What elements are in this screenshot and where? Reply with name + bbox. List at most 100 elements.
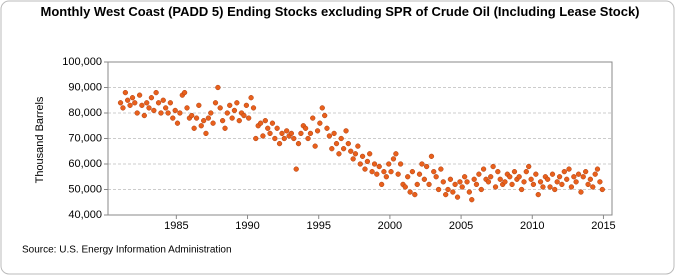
point <box>262 118 268 124</box>
point <box>388 169 394 175</box>
point <box>445 186 451 193</box>
point <box>345 140 351 147</box>
point <box>298 130 304 137</box>
point <box>222 125 228 131</box>
point <box>518 186 525 193</box>
point <box>134 110 140 116</box>
point <box>492 184 499 190</box>
point <box>291 135 297 142</box>
point <box>148 95 155 101</box>
point <box>412 191 418 198</box>
point <box>217 105 223 111</box>
point <box>172 107 178 114</box>
point <box>535 191 541 198</box>
point <box>540 184 546 190</box>
point <box>590 184 596 190</box>
point <box>369 169 375 175</box>
point <box>488 174 494 180</box>
point <box>578 189 584 195</box>
point <box>196 102 202 108</box>
point <box>547 184 553 190</box>
point <box>165 110 171 116</box>
point <box>359 153 366 160</box>
point <box>376 163 382 170</box>
y-tick-label: 80,000 <box>68 107 102 119</box>
point <box>511 169 518 175</box>
point <box>457 179 463 185</box>
point <box>284 128 290 134</box>
point <box>583 169 589 175</box>
point <box>210 120 216 126</box>
point <box>452 181 458 188</box>
point <box>440 179 446 185</box>
point <box>274 125 280 131</box>
point <box>265 125 271 131</box>
point <box>397 161 404 167</box>
source: Source: U.S. Energy Information Administ… <box>22 245 232 256</box>
point <box>431 169 437 175</box>
point <box>146 105 152 111</box>
point <box>269 120 276 126</box>
point <box>260 133 266 139</box>
point <box>433 174 439 180</box>
point <box>352 151 359 157</box>
point <box>575 171 582 177</box>
point <box>559 181 565 188</box>
y-tick-label: 70,000 <box>68 132 102 144</box>
point <box>267 130 273 137</box>
point <box>177 110 183 116</box>
point <box>198 123 204 129</box>
point <box>250 105 257 111</box>
y-tick-label: 50,000 <box>68 183 102 195</box>
point <box>530 181 537 188</box>
point <box>231 107 238 114</box>
point <box>552 186 558 193</box>
point <box>571 174 577 180</box>
point <box>170 115 176 121</box>
point <box>184 105 190 111</box>
point <box>549 171 556 177</box>
point <box>219 118 226 124</box>
point <box>158 110 164 116</box>
point <box>416 171 423 177</box>
point <box>471 176 477 182</box>
point <box>414 181 420 188</box>
point <box>144 100 150 106</box>
point <box>312 143 318 149</box>
point <box>395 171 401 177</box>
point <box>502 179 508 185</box>
point <box>127 102 133 108</box>
point <box>426 181 432 188</box>
point <box>473 181 480 188</box>
point <box>288 130 295 137</box>
point <box>208 110 214 116</box>
point <box>564 176 570 182</box>
point <box>480 166 487 172</box>
point <box>407 189 413 195</box>
point <box>155 100 162 106</box>
point <box>340 146 347 152</box>
point <box>478 186 484 193</box>
y-tick-label: 40,000 <box>68 209 102 221</box>
point <box>374 171 380 177</box>
point <box>362 166 368 172</box>
point <box>464 179 470 185</box>
x-tick-label: 2015 <box>591 220 615 232</box>
point <box>367 151 373 157</box>
point <box>295 140 302 147</box>
point <box>469 197 475 203</box>
point <box>561 169 567 175</box>
point <box>423 163 430 170</box>
x-tick-label: 1995 <box>306 220 330 232</box>
point <box>537 179 544 185</box>
point <box>151 107 157 114</box>
point <box>167 100 174 106</box>
point <box>447 176 454 182</box>
point <box>293 166 299 172</box>
point <box>599 186 605 193</box>
point <box>350 156 356 162</box>
point <box>402 184 408 190</box>
point <box>348 148 354 154</box>
point <box>428 153 435 160</box>
point <box>324 125 330 131</box>
